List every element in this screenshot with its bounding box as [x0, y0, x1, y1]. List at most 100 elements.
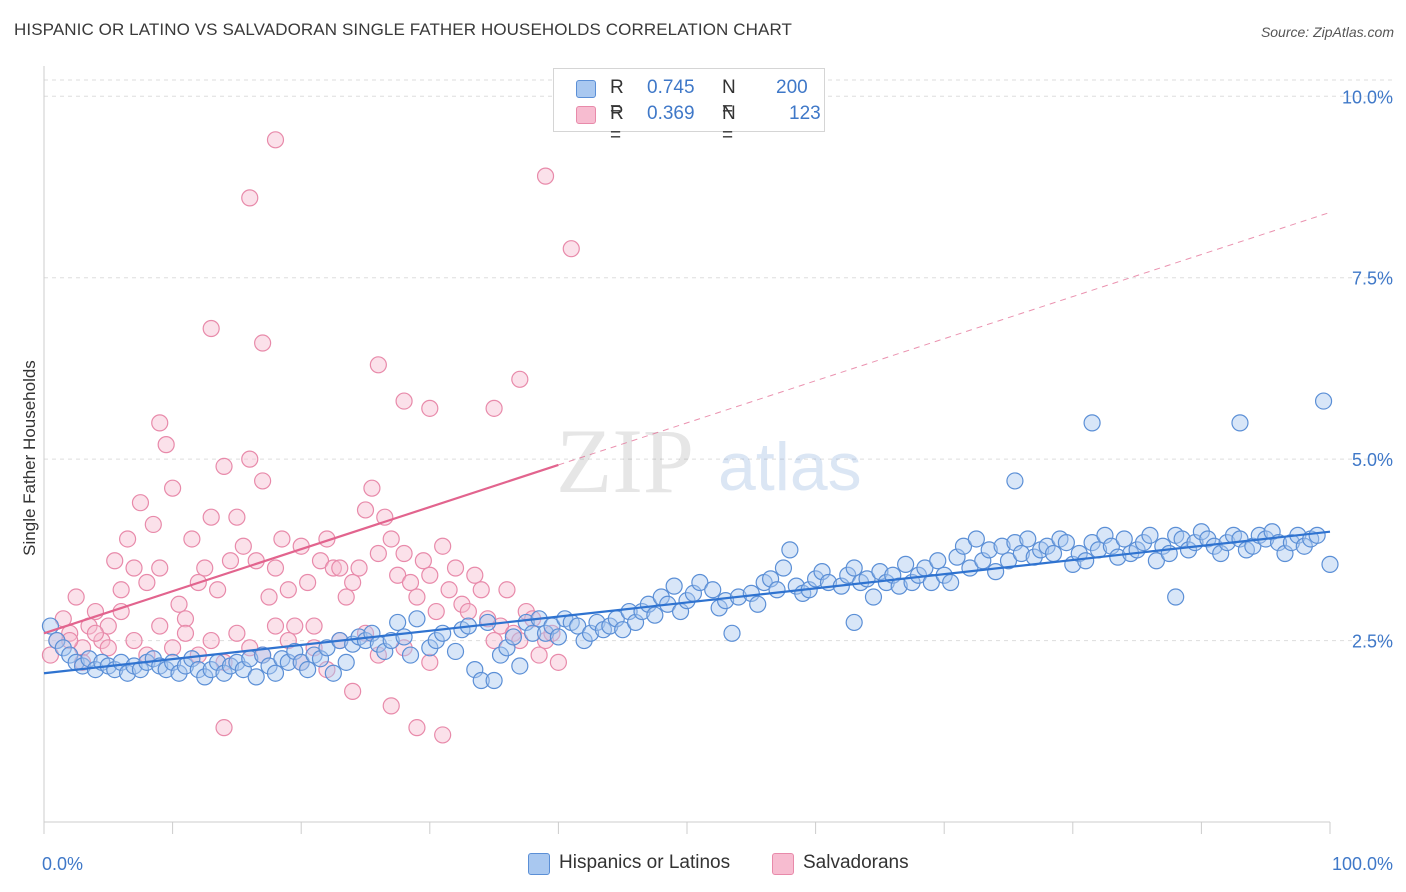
data-point	[86, 624, 105, 642]
data-point	[305, 617, 323, 635]
data-point	[1321, 555, 1339, 573]
data-point	[954, 537, 973, 555]
data-point	[485, 399, 503, 417]
data-point	[723, 624, 741, 642]
data-point	[254, 334, 272, 352]
data-point	[395, 628, 413, 646]
data-point	[408, 610, 426, 628]
legend-swatch-blue	[576, 80, 596, 98]
data-point	[1141, 526, 1159, 544]
data-point	[395, 392, 413, 410]
x-tick-label-max: 100.0%	[1332, 854, 1393, 874]
data-point	[1244, 537, 1262, 555]
y-tick-label: 10.0%	[1342, 87, 1393, 107]
data-point	[324, 559, 342, 577]
legend-n-value: 200	[776, 77, 808, 98]
data-point	[215, 457, 233, 475]
legend-r-label: R =	[610, 103, 624, 146]
data-point	[318, 639, 336, 657]
data-point	[80, 650, 98, 668]
data-point	[279, 653, 297, 671]
data-point	[106, 552, 124, 570]
data-point	[118, 530, 137, 548]
data-point	[138, 573, 156, 592]
data-point	[408, 719, 426, 737]
data-point	[125, 559, 143, 577]
legend-swatch-blue	[528, 853, 550, 875]
data-point	[344, 682, 362, 700]
bottom-legend-label: Salvadorans	[803, 852, 909, 873]
data-point	[421, 566, 439, 584]
data-point	[845, 613, 863, 632]
data-point	[266, 131, 285, 149]
correlation-legend: R = 0.745 N = 200 R = 0.369 N = 123	[553, 68, 825, 146]
data-point	[157, 436, 175, 454]
data-point	[536, 167, 555, 185]
data-point	[279, 631, 297, 650]
data-point	[993, 537, 1011, 555]
data-point	[761, 570, 780, 588]
legend-r-value: 0.369	[647, 103, 695, 124]
trend-line-solid	[43, 530, 1331, 675]
data-point	[151, 617, 169, 635]
data-point	[1314, 392, 1333, 410]
legend-n-label: N =	[722, 103, 736, 146]
data-point	[234, 660, 252, 679]
data-point	[498, 639, 516, 657]
data-point	[511, 657, 529, 675]
data-point	[1276, 544, 1294, 563]
watermark: ZIP atlas	[556, 410, 862, 512]
data-point	[1115, 530, 1133, 548]
data-point	[1167, 588, 1185, 606]
data-point	[344, 573, 362, 592]
data-point	[183, 530, 201, 548]
data-point	[266, 617, 285, 635]
data-point	[234, 537, 252, 555]
data-point	[228, 624, 246, 642]
data-point	[273, 530, 291, 548]
data-point	[549, 628, 568, 646]
data-point	[517, 613, 535, 632]
data-point	[260, 588, 278, 606]
data-point	[446, 559, 465, 577]
data-point	[112, 653, 130, 671]
data-point	[427, 602, 445, 621]
data-point	[395, 544, 413, 563]
data-point	[311, 650, 330, 668]
data-point	[221, 552, 240, 570]
data-point	[241, 450, 259, 468]
data-point	[446, 642, 465, 661]
data-point	[1308, 526, 1326, 544]
data-point	[472, 581, 490, 599]
data-point	[459, 602, 477, 621]
trend-line-solid	[43, 463, 559, 635]
data-point	[337, 588, 355, 606]
data-point	[716, 592, 735, 610]
x-tick-label-min: 0.0%	[42, 854, 83, 874]
data-point	[434, 537, 452, 555]
data-point	[813, 563, 831, 581]
data-point	[266, 559, 285, 577]
data-point	[1263, 523, 1281, 541]
data-point	[408, 588, 426, 606]
data-point	[350, 559, 368, 577]
data-point	[942, 573, 960, 592]
data-point	[768, 581, 786, 599]
legend-swatch-pink	[772, 853, 794, 875]
data-point	[170, 595, 188, 613]
data-point	[311, 552, 330, 570]
data-point	[266, 664, 285, 682]
data-point	[485, 631, 503, 650]
data-point	[369, 356, 387, 374]
data-point	[389, 613, 407, 632]
data-point	[241, 189, 259, 207]
data-point	[781, 541, 799, 559]
y-tick-label: 2.5%	[1352, 632, 1393, 652]
data-point	[41, 646, 60, 664]
data-point	[845, 559, 863, 577]
data-point	[254, 646, 272, 664]
data-point	[151, 559, 169, 577]
data-point	[646, 606, 664, 624]
data-point	[164, 639, 182, 657]
data-point	[279, 581, 297, 599]
